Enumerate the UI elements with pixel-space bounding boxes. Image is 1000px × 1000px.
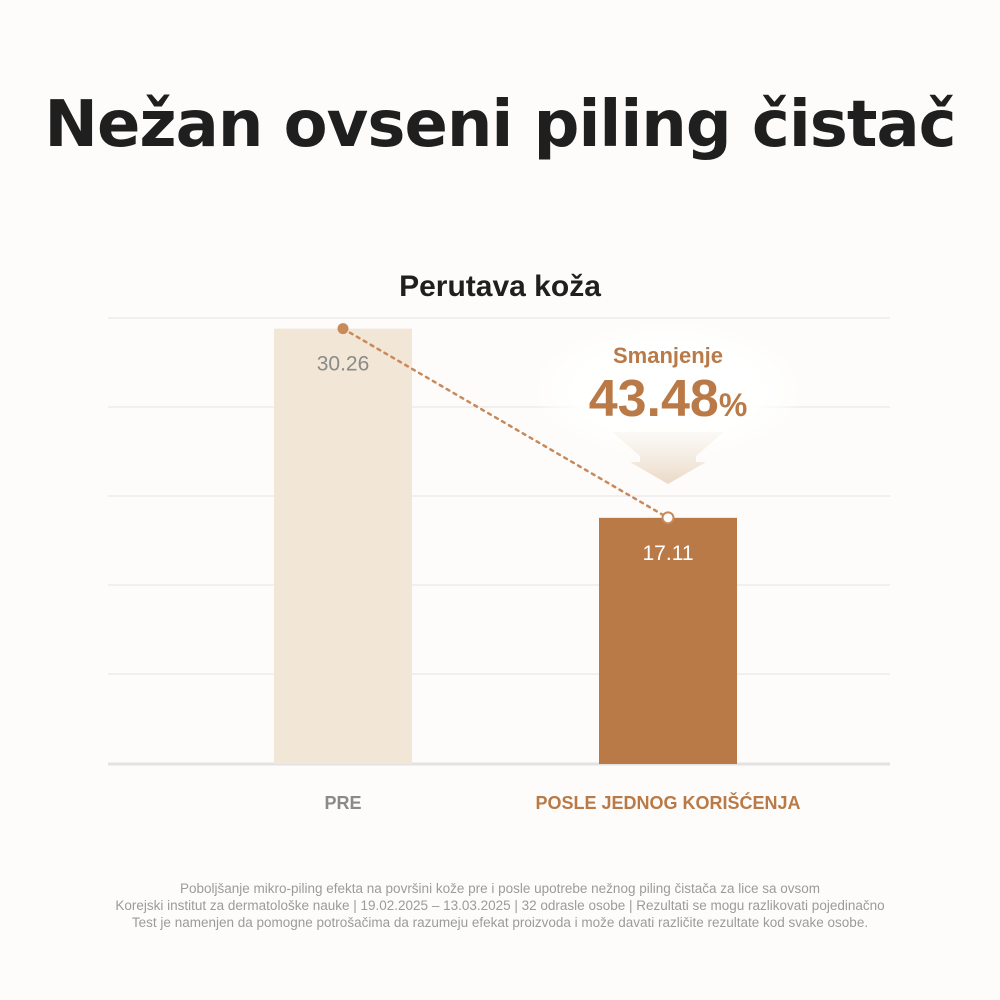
trend-line — [337, 323, 675, 525]
page-title: Nežan ovseni piling čistač — [44, 88, 956, 162]
point-marker-pre — [337, 323, 349, 335]
category-label: POSLE JEDNOG KORIŠĆENJA — [535, 792, 800, 813]
annotation-value-number: 43.48 — [589, 370, 719, 428]
value-labels: 30.26 17.11 — [317, 353, 694, 565]
point-marker-posle — [661, 511, 675, 525]
gridlines — [108, 317, 890, 766]
trend-line-segment — [341, 327, 670, 520]
bars — [274, 328, 737, 764]
bar-pre — [274, 328, 412, 764]
value-label: 30.26 — [317, 353, 370, 376]
category-labels: PRE POSLE JEDNOG KORIŠĆENJA — [324, 792, 800, 813]
chart-title: Perutava koža — [399, 270, 601, 303]
footnote-line: Korejski institut za dermatološke nauke … — [115, 898, 885, 913]
annotation-glow — [528, 320, 808, 460]
bar-posle — [599, 517, 737, 764]
reduction-annotation: Smanjenje 43.48% — [528, 320, 808, 484]
category-label: PRE — [324, 793, 361, 813]
annotation-label: Smanjenje — [613, 343, 723, 368]
footnote-line: Test je namenjen da pomogne potrošačima … — [131, 915, 869, 930]
down-arrow-icon — [612, 432, 724, 484]
footnote: Poboljšanje mikro-piling efekta na površ… — [0, 880, 1000, 931]
annotation-value: 43.48% — [589, 370, 748, 428]
annotation-value-unit: % — [719, 387, 747, 423]
value-label: 17.11 — [643, 542, 694, 565]
footnote-line: Poboljšanje mikro-piling efekta na površ… — [179, 881, 821, 896]
